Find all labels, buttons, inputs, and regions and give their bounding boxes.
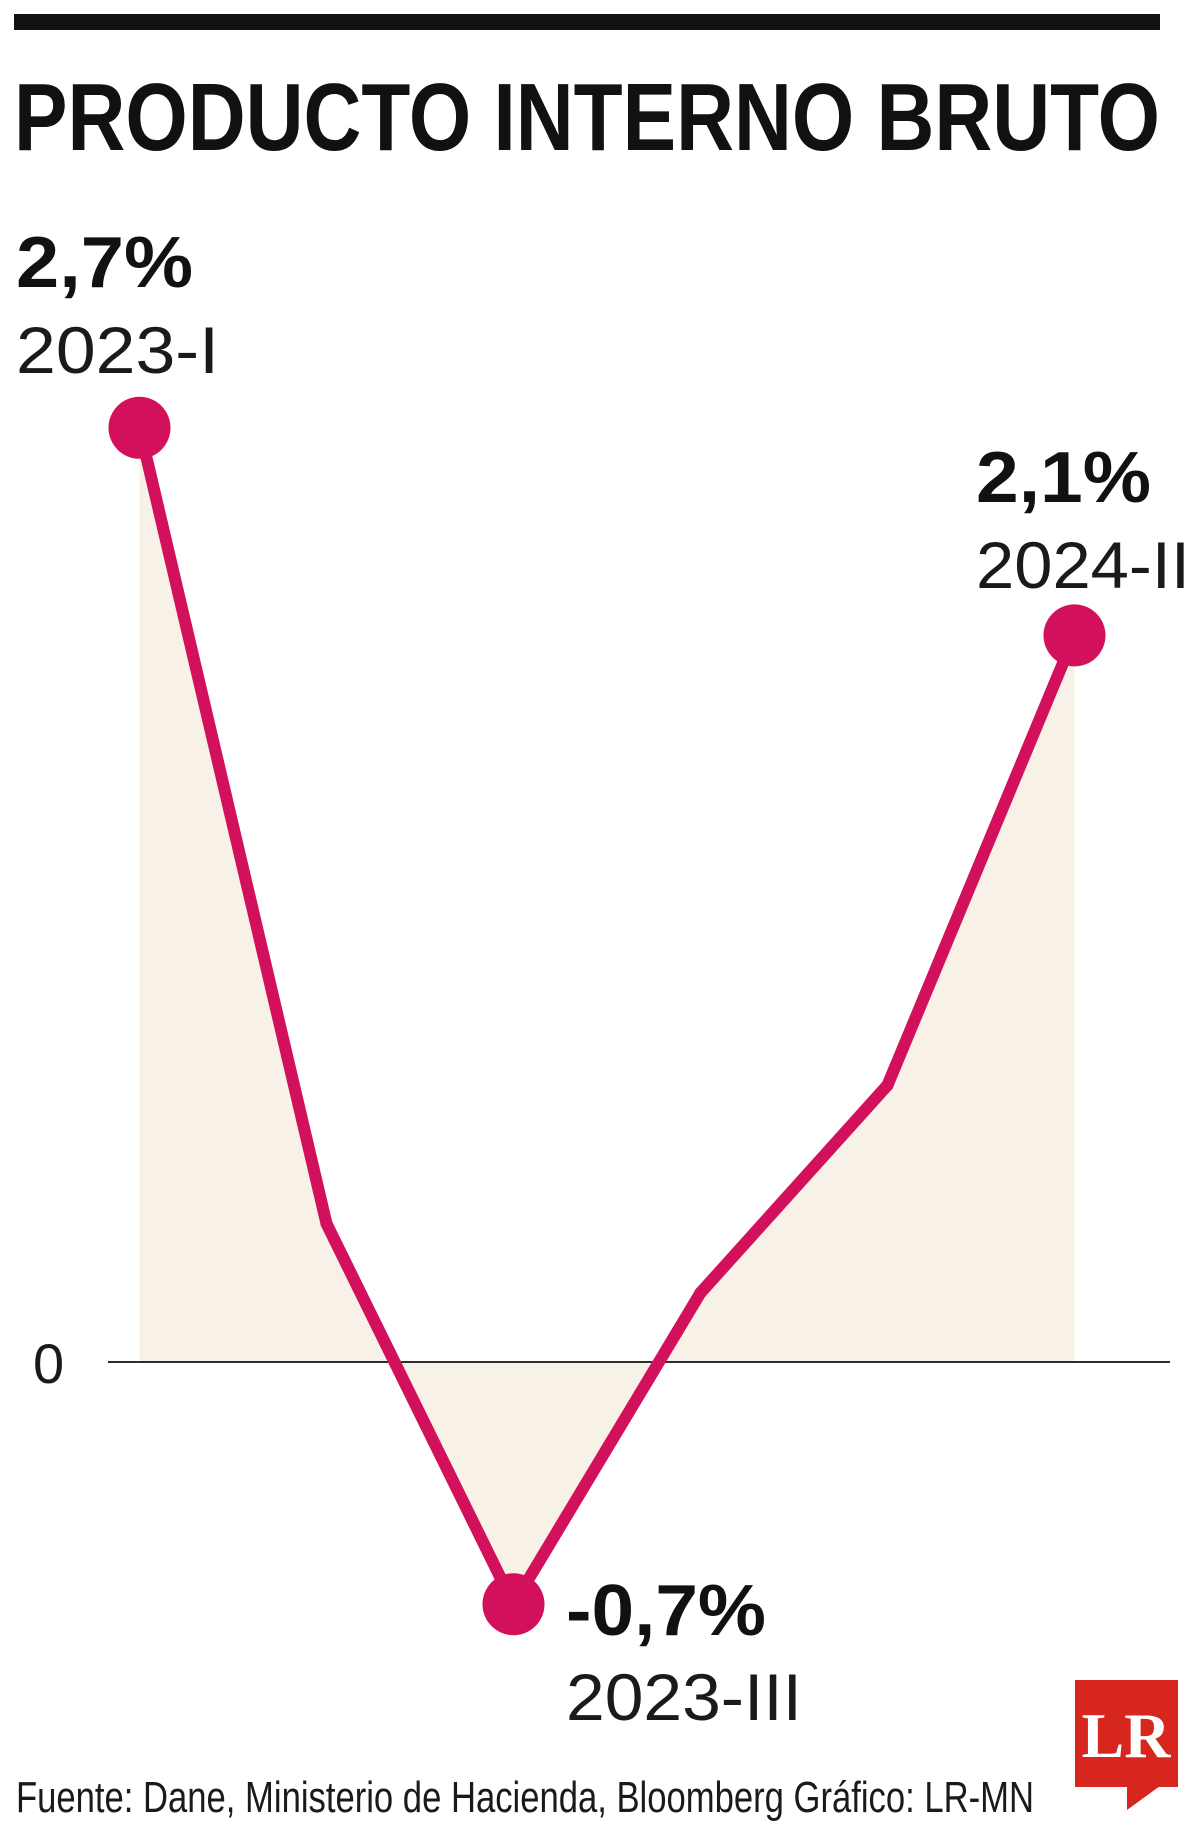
data-point-marker [482, 1573, 545, 1636]
data-label-2024-ii-value: 2,1% [976, 438, 1151, 518]
data-label-2024-ii-period: 2024-II [976, 528, 1190, 602]
chart-title: PRODUCTO INTERNO BRUTO [14, 64, 1160, 171]
logo-box [1075, 1680, 1178, 1787]
lr-logo: LR [1075, 1680, 1178, 1810]
source-footer: Fuente: Dane, Ministerio de Hacienda, Bl… [16, 1773, 1034, 1822]
series-line [133, 421, 1081, 1611]
data-point-marker [1043, 604, 1106, 667]
data-point-marker [108, 396, 171, 459]
logo-text: LR [1082, 1700, 1172, 1771]
data-label-2023-i-period: 2023-I [16, 313, 219, 387]
y-tick-label-zero: 0 [33, 1332, 64, 1395]
data-label-2023-i-value: 2,7% [16, 223, 193, 303]
data-label-2023-iii-period: 2023-III [566, 1660, 802, 1734]
logo-speech-tail [1127, 1786, 1160, 1810]
data-point-vertex [881, 1079, 894, 1092]
series-area-fill [139, 427, 1075, 1605]
top-rule [14, 14, 1160, 30]
data-label-2023-iii-value: -0,7% [566, 1571, 766, 1651]
area-layer [139, 427, 1075, 1605]
line-layer [108, 396, 1106, 1636]
data-point-vertex [320, 1217, 333, 1230]
data-point-vertex [694, 1286, 707, 1299]
